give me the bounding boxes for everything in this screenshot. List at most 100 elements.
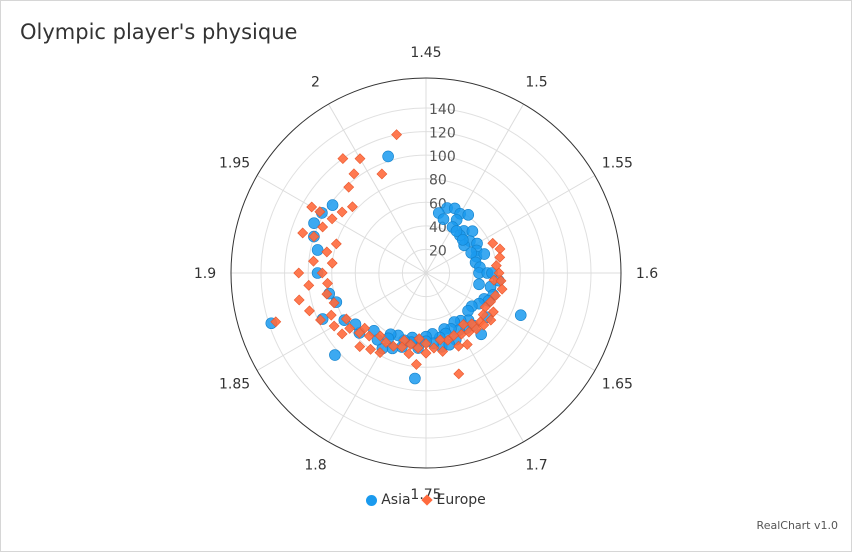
data-point-europe [457,319,469,330]
radial-tick-label: 100 [429,149,456,165]
data-point-europe [365,343,377,355]
legend-label-europe: Europe [436,492,486,508]
data-point-europe [428,342,440,354]
data-point-europe [354,153,366,165]
data-point-europe [297,227,309,239]
polar-outer-border [230,77,622,469]
data-point-europe [410,359,422,370]
radial-tick-label: 120 [429,126,456,142]
chart-title: Olympic player's physique [20,20,298,44]
data-point-asia [409,372,421,385]
legend-item-europe[interactable]: Europe [420,492,486,508]
angular-tick-label: 1.8 [304,457,326,473]
data-point-europe [293,267,305,279]
data-point-europe [348,168,360,180]
data-point-europe [453,340,465,352]
legend-circle-marker [366,494,378,506]
angular-grid-line [425,103,524,274]
data-point-europe [487,306,499,318]
data-point-europe [270,316,282,328]
data-point-europe [337,153,349,165]
data-point-europe [326,257,338,269]
data-point-asia [382,150,394,163]
angular-tick-label: 1.55 [602,156,633,172]
data-point-asia [308,217,320,229]
data-point-europe [405,339,417,350]
data-point-asia [450,225,463,237]
angular-tick-label: 1.95 [219,156,250,172]
data-point-asia [311,244,324,256]
data-point-europe [340,313,352,325]
legend-label-asia: Asia [381,492,411,508]
angular-grid-line [425,272,524,443]
data-point-europe [376,168,388,180]
data-point-europe [403,348,415,360]
data-point-europe [478,319,490,331]
data-point-europe [304,305,315,317]
data-point-asia [456,234,469,246]
data-point-europe [380,336,392,348]
data-point-europe [374,347,386,359]
radial-tick-label: 80 [429,173,447,189]
data-point-europe [293,294,305,306]
data-point-europe [448,330,460,341]
data-point-europe [354,327,365,339]
data-point-europe [328,320,340,332]
data-point-europe [434,334,446,346]
data-point-europe [328,297,340,309]
data-point-europe [374,330,386,342]
angular-tick-label: 1.45 [410,45,441,61]
data-point-europe [330,238,342,250]
angular-grid-line [328,272,427,443]
angular-tick-label: 1.85 [219,377,250,393]
data-point-europe [391,129,403,141]
data-point-europe [326,213,338,225]
data-point-europe [336,206,348,218]
angular-tick-label: 2 [311,75,320,91]
angular-tick-label: 1.65 [602,377,633,393]
data-point-europe [461,339,473,350]
legend-item-asia[interactable]: Asia [366,492,411,508]
data-point-europe [308,255,319,267]
data-point-europe [488,274,500,286]
angular-tick-label: 1.6 [636,266,658,282]
angular-grid-line [425,272,596,371]
data-point-europe [412,342,424,354]
data-point-europe [485,296,497,308]
data-point-europe [316,267,328,279]
data-point-europe [455,328,467,340]
data-point-europe [314,206,326,218]
angular-grid-line [256,175,427,274]
data-point-asia [473,278,485,291]
angular-tick-label: 1.5 [525,75,547,91]
data-point-europe [325,309,337,321]
data-point-europe [306,201,318,213]
data-point-europe [496,283,508,295]
data-point-europe [322,277,333,289]
data-point-europe [437,345,449,357]
data-point-europe [420,347,432,359]
data-point-europe [387,340,399,352]
data-point-europe [485,314,497,326]
data-point-asia [465,247,478,259]
data-point-europe [471,323,482,335]
data-point-europe [487,237,499,249]
data-point-europe [315,314,326,326]
angular-tick-label: 1.7 [525,457,547,473]
data-point-asia [514,309,527,321]
data-point-europe [494,251,506,263]
data-point-europe [453,368,465,380]
legend: Asia Europe [0,492,852,508]
data-point-europe [336,328,348,340]
data-point-asia [326,199,339,211]
data-point-asia [462,209,475,221]
data-point-asia [466,225,479,238]
angular-tick-label: 1.9 [194,266,216,282]
data-point-europe [303,279,315,291]
radial-tick-label: 20 [429,243,447,259]
angular-grid-line [425,175,596,274]
data-point-asia [478,248,491,260]
angular-grid-line [328,103,427,274]
data-point-europe [396,341,408,353]
